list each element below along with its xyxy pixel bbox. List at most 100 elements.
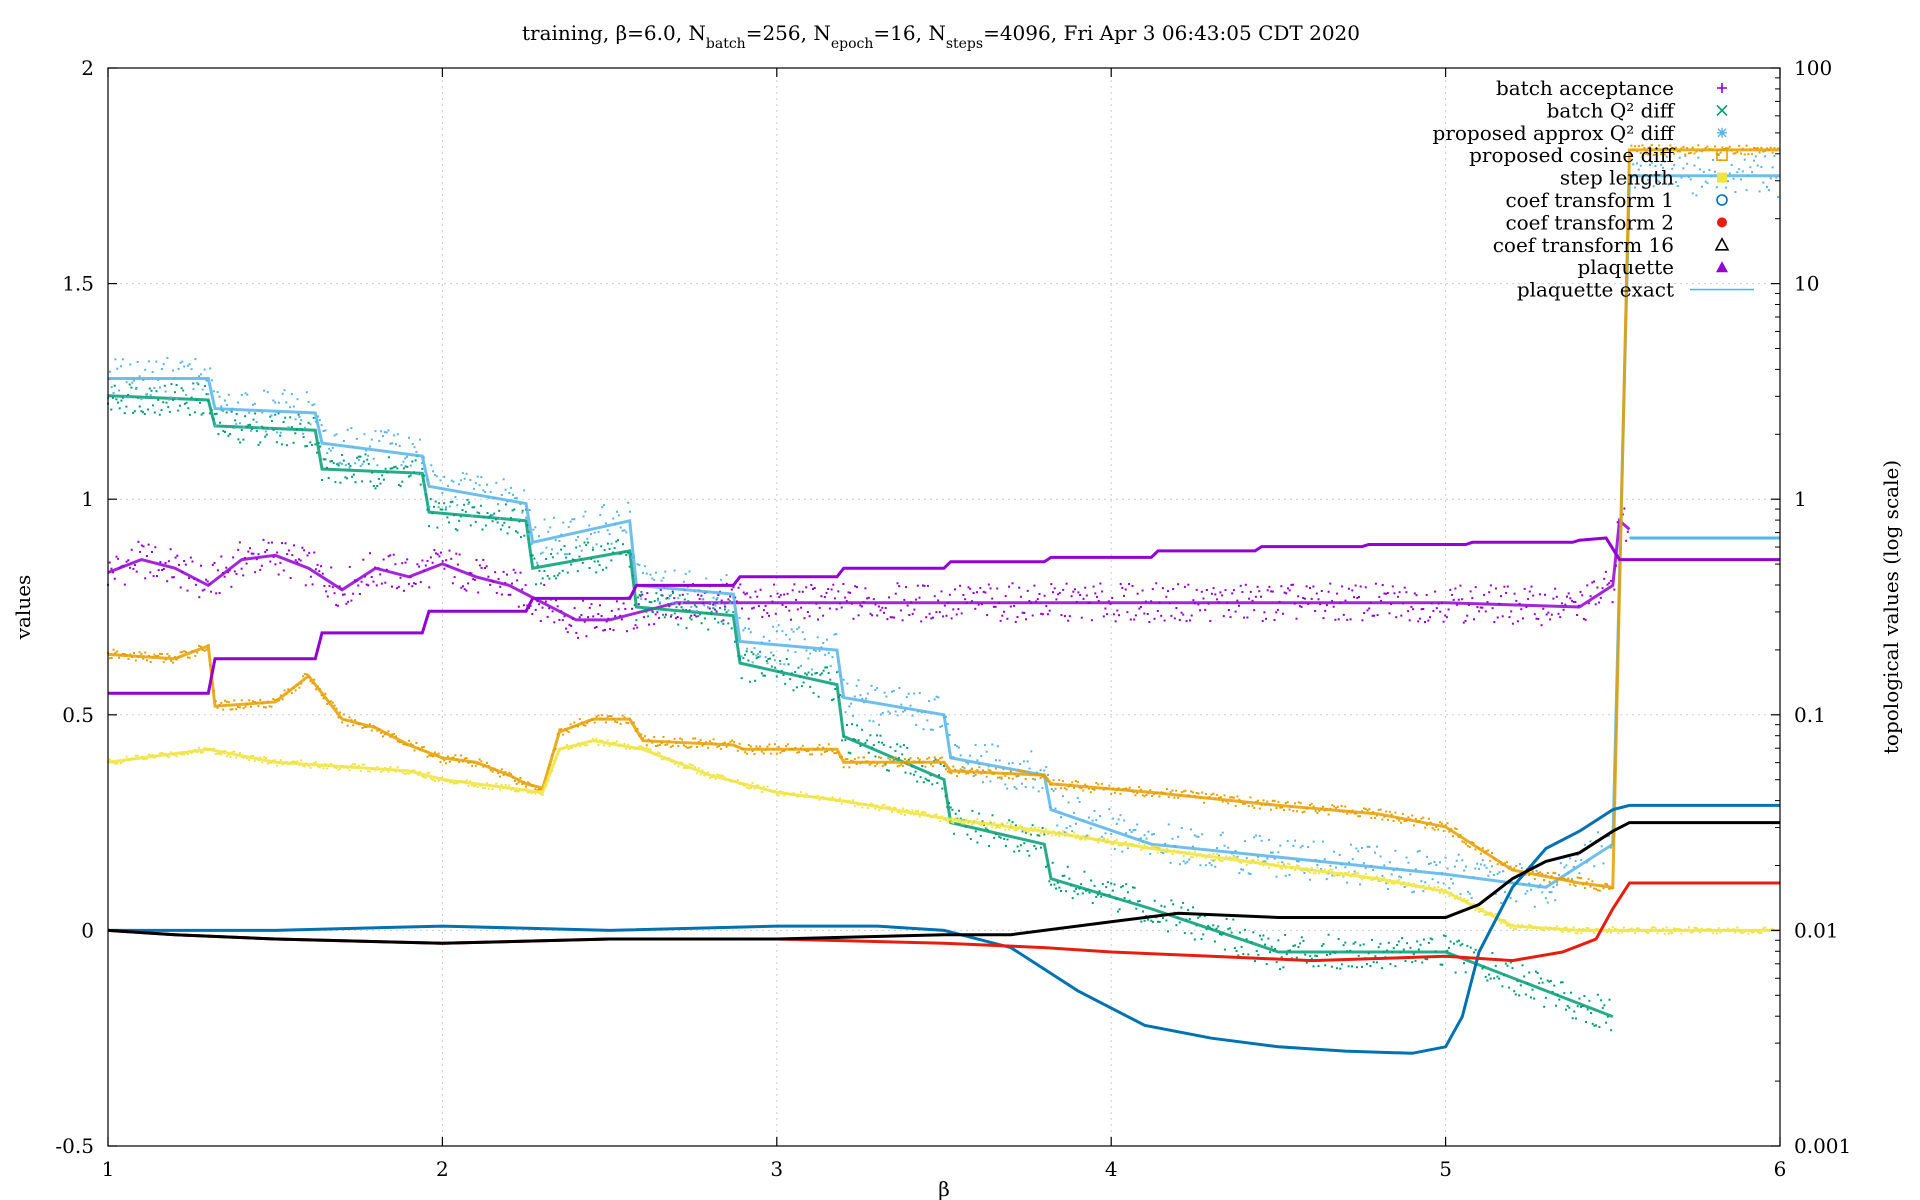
data-point xyxy=(1390,873,1393,876)
x-tick-label: 6 xyxy=(1774,1157,1787,1181)
data-point xyxy=(279,434,282,437)
data-point xyxy=(1570,991,1572,994)
data-point xyxy=(445,762,448,765)
data-point xyxy=(963,767,966,770)
data-point xyxy=(1370,878,1373,881)
legend-marker xyxy=(1716,194,1728,206)
data-point xyxy=(551,548,553,551)
data-point xyxy=(1247,805,1250,808)
data-point xyxy=(389,554,392,557)
data-point xyxy=(354,462,357,465)
data-point xyxy=(988,845,991,847)
data-point xyxy=(362,460,365,463)
data-point xyxy=(1008,828,1010,831)
data-point xyxy=(708,607,711,610)
data-point xyxy=(381,474,384,477)
data-point xyxy=(1169,861,1172,864)
data-point xyxy=(1732,177,1735,180)
data-point xyxy=(1266,800,1269,803)
data-point xyxy=(1188,918,1191,920)
data-point xyxy=(601,714,604,717)
data-point xyxy=(250,552,253,555)
data-point xyxy=(1760,932,1763,934)
data-point xyxy=(257,553,260,556)
data-point xyxy=(1567,877,1570,880)
data-point xyxy=(956,775,958,778)
data-point xyxy=(387,456,390,459)
data-point xyxy=(515,530,517,533)
data-point xyxy=(747,627,750,630)
data-point xyxy=(1383,815,1386,818)
data-point xyxy=(1022,770,1025,772)
data-point xyxy=(855,684,858,687)
data-point xyxy=(1535,617,1538,620)
data-point xyxy=(251,700,254,703)
data-point xyxy=(1769,146,1772,149)
data-point xyxy=(792,689,795,692)
data-point xyxy=(671,590,674,593)
data-point xyxy=(274,401,277,404)
data-point xyxy=(1583,995,1586,997)
data-point xyxy=(391,585,393,588)
data-point xyxy=(132,567,135,570)
data-point xyxy=(1613,588,1616,591)
data-point xyxy=(234,419,237,422)
data-point xyxy=(201,589,204,592)
data-point xyxy=(1697,144,1700,147)
data-point xyxy=(321,572,324,575)
data-point xyxy=(183,560,186,562)
data-point xyxy=(999,836,1002,839)
data-point xyxy=(1487,849,1490,852)
data-point xyxy=(625,531,628,534)
data-point xyxy=(1537,872,1540,874)
data-point xyxy=(963,822,966,825)
data-point xyxy=(724,608,726,611)
data-point xyxy=(1208,853,1211,856)
data-point xyxy=(365,449,368,452)
data-point xyxy=(943,604,946,607)
data-point xyxy=(840,606,843,609)
data-point xyxy=(1535,869,1538,872)
data-point xyxy=(1509,961,1512,964)
data-point xyxy=(491,514,494,516)
data-point xyxy=(623,716,626,719)
data-point xyxy=(901,619,904,622)
data-point xyxy=(1549,979,1552,982)
data-point xyxy=(190,396,193,399)
data-point xyxy=(1275,961,1278,964)
data-point xyxy=(294,432,297,435)
data-point xyxy=(954,744,957,746)
data-point xyxy=(462,585,464,588)
data-point xyxy=(1416,940,1419,943)
data-point xyxy=(1589,885,1592,888)
data-point xyxy=(1388,612,1391,615)
data-point xyxy=(357,459,360,461)
data-point xyxy=(962,594,965,596)
data-point xyxy=(369,480,372,483)
data-point xyxy=(1452,598,1455,601)
data-point xyxy=(513,508,516,511)
data-point xyxy=(198,375,200,378)
data-point xyxy=(924,765,927,768)
data-point xyxy=(330,566,333,569)
data-point xyxy=(1113,847,1116,850)
data-point xyxy=(1359,883,1362,886)
data-point xyxy=(642,746,644,749)
data-point xyxy=(1652,153,1655,156)
data-point xyxy=(1669,182,1672,185)
data-point xyxy=(820,672,823,675)
data-point xyxy=(365,726,368,728)
data-point xyxy=(350,764,353,767)
data-point xyxy=(165,401,168,404)
data-point xyxy=(1572,601,1575,603)
data-point xyxy=(757,652,760,655)
data-point xyxy=(162,568,165,570)
data-point xyxy=(1641,180,1644,183)
data-point xyxy=(484,787,487,790)
data-point xyxy=(1190,856,1193,859)
data-point xyxy=(1223,844,1226,847)
data-point xyxy=(497,578,500,581)
data-point xyxy=(1513,592,1516,595)
data-point xyxy=(881,804,884,807)
data-point xyxy=(596,560,599,563)
